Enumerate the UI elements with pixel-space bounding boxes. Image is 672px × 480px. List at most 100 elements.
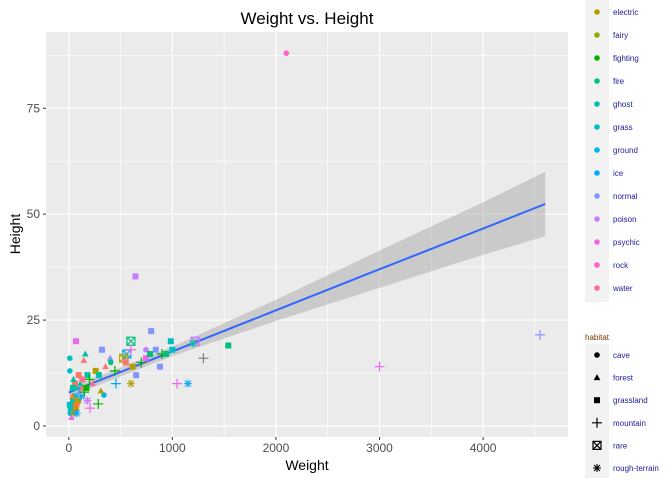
- data-point: [69, 392, 76, 399]
- data-point: [77, 392, 86, 401]
- legend-label-electric: electric: [613, 8, 638, 17]
- y-axis-label: Height: [7, 214, 23, 255]
- data-point: [83, 384, 90, 391]
- data-point: [183, 379, 192, 388]
- x-axis-label: Weight: [285, 457, 328, 473]
- data-point: [129, 363, 136, 370]
- data-point: [132, 273, 139, 280]
- x-tick-label: 0: [65, 441, 72, 455]
- data-point: [82, 350, 89, 357]
- legend-key-cave: [594, 352, 600, 358]
- data-point: [75, 397, 82, 404]
- legend-label-forest: forest: [613, 374, 634, 383]
- data-points: [66, 50, 546, 421]
- data-point: [72, 409, 81, 418]
- legend-label-ice: ice: [613, 169, 624, 178]
- data-point: [374, 361, 385, 372]
- confidence-band: [68, 171, 546, 397]
- data-point: [95, 372, 102, 379]
- legend-key-grassland: [594, 397, 600, 404]
- data-point: [80, 356, 88, 363]
- data-point: [73, 406, 80, 413]
- data-point: [189, 339, 198, 348]
- grid-lines: [46, 32, 568, 437]
- data-point: [102, 363, 109, 370]
- legend-label-water: water: [612, 284, 633, 293]
- legend-key-fire: [594, 78, 600, 84]
- legend-key-ghost: [594, 101, 600, 107]
- data-point: [122, 359, 129, 366]
- legend-key-fairy: [594, 32, 600, 38]
- legend-key-electric: [594, 9, 600, 15]
- legend-key-mountain: [592, 417, 602, 428]
- data-point: [126, 379, 135, 388]
- legend-label-psychic: psychic: [613, 238, 640, 247]
- y-tick-label: 75: [27, 101, 41, 115]
- x-tick-label: 3000: [366, 441, 393, 455]
- data-point: [73, 338, 80, 345]
- legend-key-rare: [592, 440, 602, 450]
- legend: electric fairy fighting fire ghost grass groun…: [585, 0, 659, 478]
- regression-line: [68, 203, 546, 394]
- data-point: [69, 384, 76, 391]
- shape-legend-keys-bg: [585, 344, 609, 478]
- y-tick-label: 25: [27, 313, 41, 327]
- data-point: [79, 376, 86, 383]
- data-point: [66, 401, 73, 408]
- legend-label-grassland: grassland: [613, 396, 648, 405]
- legend-key-poison: [594, 216, 600, 222]
- legend-key-fighting: [594, 55, 600, 61]
- data-point: [167, 338, 174, 345]
- legend-label-grass: grass: [613, 123, 633, 132]
- data-point: [142, 355, 149, 362]
- legend-key-ice: [594, 170, 600, 176]
- legend-label-ghost: ghost: [613, 100, 633, 109]
- legend-label-poison: poison: [613, 215, 637, 224]
- data-point: [283, 50, 290, 56]
- legend-label-cave: cave: [613, 351, 630, 360]
- legend-label-ground: ground: [613, 146, 638, 155]
- y-tick-label: 0: [33, 419, 40, 433]
- legend-key-psychic: [594, 239, 600, 245]
- data-point: [84, 374, 95, 385]
- legend-label-mountain: mountain: [613, 419, 646, 428]
- data-point: [110, 378, 121, 389]
- data-point: [147, 350, 154, 357]
- chart-title: Weight vs. Height: [241, 9, 374, 28]
- data-point: [198, 353, 209, 364]
- data-point: [163, 350, 170, 357]
- data-point: [225, 342, 232, 349]
- data-point: [109, 365, 120, 376]
- data-point: [72, 393, 78, 400]
- data-point: [126, 336, 136, 346]
- data-point: [83, 396, 92, 405]
- data-point: [133, 372, 140, 379]
- legend-label-rock: rock: [613, 261, 629, 270]
- data-point: [535, 329, 546, 340]
- legend-label-fire: fire: [613, 77, 625, 86]
- legend-key-forest: [593, 374, 601, 381]
- x-tick-label: 2000: [263, 441, 290, 455]
- data-point: [89, 380, 96, 387]
- data-point: [98, 346, 105, 353]
- data-point: [107, 359, 114, 366]
- data-point: [101, 392, 107, 398]
- data-point: [125, 344, 136, 355]
- data-point: [106, 354, 114, 361]
- data-point: [67, 355, 73, 362]
- data-point: [68, 414, 75, 421]
- data-point: [67, 368, 73, 374]
- data-point: [93, 398, 104, 409]
- data-point: [69, 397, 76, 404]
- legend-key-grass: [594, 124, 600, 130]
- data-point: [97, 387, 105, 394]
- data-point: [152, 346, 159, 353]
- data-point: [75, 388, 83, 395]
- legend-label-rare: rare: [613, 441, 628, 450]
- legend-key-normal: [594, 193, 600, 199]
- data-point: [72, 380, 78, 387]
- data-point: [80, 384, 87, 391]
- data-point: [76, 380, 84, 387]
- legend-key-rock: [594, 262, 600, 268]
- legend-key-water: [594, 285, 600, 291]
